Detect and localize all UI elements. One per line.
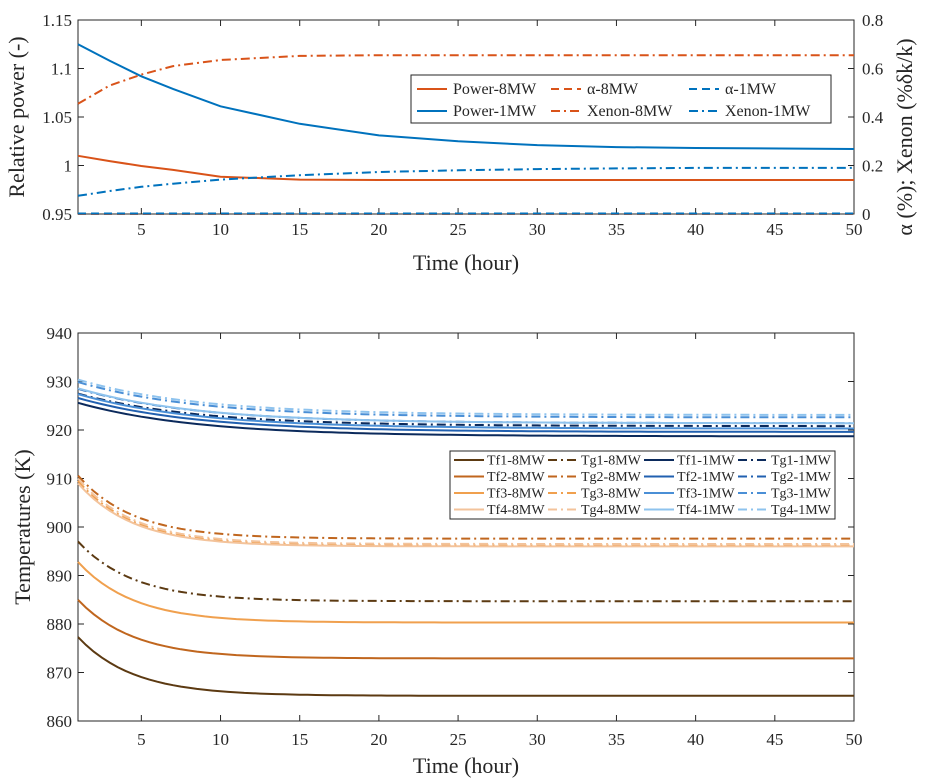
series-line-xenon-8mw (77, 54, 854, 105)
y-tick-label: 890 (47, 567, 73, 586)
legend-label-tf4-1mw: Tf4-1MW (677, 503, 735, 518)
legend-label-tg3-1mw: Tg3-1MW (771, 487, 832, 502)
y-tick-label: 1 (64, 157, 73, 176)
legend-label-tf1-1mw: Tf1-1MW (677, 454, 735, 469)
x-tick-label: 35 (608, 730, 625, 749)
legend-label-8mw: α-8MW (587, 81, 639, 98)
temperatures-chart: 5 10 15 20 25 30 35 40 45 50 860 870 880 890 900 910 920… (10, 324, 863, 778)
y-tick-label: 1.05 (42, 108, 72, 127)
series-line-tg3-1mw (77, 381, 854, 419)
legend-label-xenon-8mw: Xenon-8MW (587, 103, 673, 120)
legend-box (410, 74, 832, 124)
series-line-tf3-8mw (77, 561, 854, 624)
x-tick-label: 15 (291, 220, 308, 239)
y-right-tick-label: 0 (862, 205, 871, 224)
power-xenon-chart: 5 10 15 20 25 30 35 40 45 50 0.95 1 1.05 1.1 1.15 0 0.2 0… (4, 11, 917, 275)
y-axis-label: Relative power (-) (4, 36, 29, 197)
y-right-tick-label: 0.4 (862, 108, 884, 127)
series-line-tf2-1mw (77, 397, 854, 433)
y-right-axis-label: α (%); Xenon (%δk/k) (892, 38, 917, 235)
y-tick-label: 940 (47, 324, 73, 343)
y-axis-label: Temperatures (K) (10, 449, 35, 604)
legend-label-tg1-8mw: Tg1-8MW (581, 454, 642, 469)
legend-label-tf2-1mw: Tf2-1MW (677, 470, 735, 485)
x-tick-label: 50 (846, 730, 863, 749)
legend-label-tf2-8mw: Tf2-8MW (487, 470, 545, 485)
legend-label-tg4-1mw: Tg4-1MW (771, 503, 832, 518)
x-tick-label: 10 (212, 730, 229, 749)
legend-box (449, 450, 836, 520)
legend-label-tg3-8mw: Tg3-8MW (581, 487, 642, 502)
plot-area-bottom (77, 332, 855, 722)
x-axis-label: Time (hour) (413, 250, 519, 275)
y-tick-label: 870 (47, 664, 73, 683)
y-tick-label: 880 (47, 615, 73, 634)
legend-label-xenon-1mw: Xenon-1MW (725, 103, 811, 120)
series-line-tg4-1mw (77, 378, 854, 416)
x-tick-label: 10 (212, 220, 229, 239)
legend-label-tf3-8mw: Tf3-8MW (487, 487, 545, 502)
series-line-power-1mw (77, 43, 855, 150)
legend-label-tg2-8mw: Tg2-8MW (581, 470, 642, 485)
y-tick-label: 0.95 (42, 205, 72, 224)
x-tick-label: 40 (687, 730, 704, 749)
legend-label-tg2-1mw: Tg2-1MW (771, 470, 832, 485)
legend-label-tg4-8mw: Tg4-8MW (581, 503, 642, 518)
x-tick-label: 5 (137, 220, 146, 239)
legend-label-tg1-1mw: Tg1-1MW (771, 454, 832, 469)
x-tick-label: 40 (687, 220, 704, 239)
legend-label-tf4-8mw: Tf4-8MW (487, 503, 545, 518)
y-tick-label: 860 (47, 712, 73, 731)
series-line-tg1-1mw (77, 392, 854, 428)
legend-label-power-8mw: Power-8MW (453, 81, 537, 98)
x-tick-label: 35 (608, 220, 625, 239)
series-line-tf4-8mw (77, 482, 854, 548)
series-line-xenon-1mw (77, 166, 854, 197)
x-axis-label: Time (hour) (413, 753, 519, 778)
x-tick-label: 15 (291, 730, 308, 749)
x-tick-label: 5 (137, 730, 146, 749)
y-tick-label: 910 (47, 470, 73, 489)
y-right-tick-label: 0.6 (862, 60, 883, 79)
legend-label-1mw: α-1MW (725, 81, 777, 98)
y-tick-label: 1.15 (42, 11, 72, 30)
series-line-tf2-8mw (77, 599, 854, 660)
series-line-tg2-8mw (77, 474, 854, 540)
series-line-tf4-1mw (77, 387, 854, 425)
legend-label-tf1-8mw: Tf1-8MW (487, 454, 545, 469)
series-line-tf1-8mw (77, 636, 854, 697)
x-tick-label: 20 (370, 220, 387, 239)
y-tick-label: 930 (47, 373, 73, 392)
x-tick-label: 45 (766, 730, 783, 749)
x-tick-label: 30 (529, 220, 546, 239)
y-right-tick-label: 0.8 (862, 11, 883, 30)
x-tick-label: 25 (450, 730, 467, 749)
x-tick-label: 45 (766, 220, 783, 239)
x-tick-label: 50 (846, 220, 863, 239)
x-tick-label: 25 (450, 220, 467, 239)
y-tick-label: 920 (47, 421, 73, 440)
series-line-power-8mw (77, 154, 854, 181)
series-line-tg1-8mw (77, 540, 854, 603)
series-line-tg4-8mw (77, 477, 854, 545)
y-tick-label: 900 (47, 518, 73, 537)
x-tick-label: 30 (529, 730, 546, 749)
series-line-tf3-1mw (77, 393, 854, 430)
legend-label-power-1mw: Power-1MW (453, 103, 537, 120)
x-tick-label: 20 (370, 730, 387, 749)
y-tick-label: 1.1 (51, 60, 72, 79)
legend-label-tf3-1mw: Tf3-1MW (677, 487, 735, 502)
series-line-tf1-1mw (77, 401, 854, 438)
y-right-tick-label: 0.2 (862, 157, 883, 176)
